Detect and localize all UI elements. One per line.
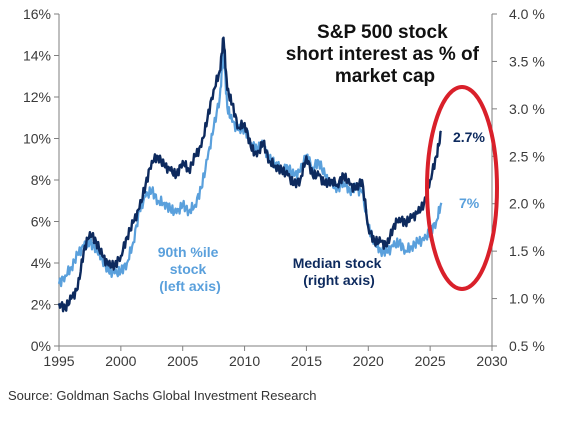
source-note: Source: Goldman Sachs Global Investment … <box>8 388 317 403</box>
chart-title-line-2: short interest as % of <box>286 44 480 65</box>
series-lines <box>57 36 443 313</box>
x-tick-label: 2000 <box>105 353 136 369</box>
right-tick-label: 4.0 % <box>509 6 545 22</box>
right-tick-label: 2.5 % <box>509 148 545 164</box>
90th-end-label: 7% <box>459 195 480 211</box>
right-axis-ticks: 0.5 % 1.0 % 1.5 % 2.0 % 2.5 % 3.0 % 3.5 % 4.0 % <box>492 6 545 354</box>
left-tick-label: 14% <box>23 48 51 64</box>
svg-text:90th %ile stock (left: 90th %ile stock (left axis) <box>158 244 223 294</box>
right-tick-label: 0.5 % <box>509 338 545 354</box>
series-label-90th-line-3: (left axis) <box>159 278 220 294</box>
x-tick-label: 2015 <box>291 353 322 369</box>
left-tick-label: 12% <box>23 89 51 105</box>
right-tick-label: 1.5 % <box>509 243 545 259</box>
right-tick-label: 2.0 % <box>509 196 545 212</box>
left-tick-label: 2% <box>31 297 51 313</box>
x-tick-label: 2030 <box>476 353 507 369</box>
highlight-circle <box>425 85 499 291</box>
x-tick-label: 1995 <box>43 353 74 369</box>
series-label-90th-line-2: stock <box>170 261 207 277</box>
right-tick-label: 3.0 % <box>509 101 545 117</box>
left-tick-label: 0% <box>31 338 51 354</box>
chart-title-line-1: S&P 500 stock <box>317 22 448 43</box>
x-tick-label: 2010 <box>229 353 260 369</box>
x-tick-label: 2005 <box>167 353 198 369</box>
left-tick-label: 10% <box>23 131 51 147</box>
chart: 0% 2% 4% 6% 8% 10% 12% 14% 16% 0.5 % 1.0 % 1.5 % 2.… <box>23 6 545 369</box>
left-tick-label: 4% <box>31 255 51 271</box>
left-tick-label: 16% <box>23 6 51 22</box>
left-tick-label: 8% <box>31 172 51 188</box>
x-tick-label: 2020 <box>353 353 384 369</box>
svg-text:Median stock (right axis): Median stock (right axis) <box>293 255 386 288</box>
right-tick-label: 1.0 % <box>509 291 545 307</box>
series-label-median-line-1: Median stock <box>293 255 382 271</box>
left-axis-ticks: 0% 2% 4% 6% 8% 10% 12% 14% 16% <box>23 6 59 354</box>
svg-text:S&P 500 stock short intere: S&P 500 stock short interest as % of mar… <box>286 22 485 87</box>
series-label-median-line-2: (right axis) <box>303 272 375 288</box>
x-tick-label: 2025 <box>415 353 446 369</box>
series-label-90th-line-1: 90th %ile <box>158 244 219 260</box>
left-tick-label: 6% <box>31 214 51 230</box>
chart-title-line-3: market cap <box>335 66 435 87</box>
x-axis-ticks: 1995 2000 2005 2010 2015 2020 2025 2030 <box>43 346 508 369</box>
right-tick-label: 3.5 % <box>509 53 545 69</box>
median-end-label: 2.7% <box>453 129 485 145</box>
series-line-median <box>57 36 443 313</box>
